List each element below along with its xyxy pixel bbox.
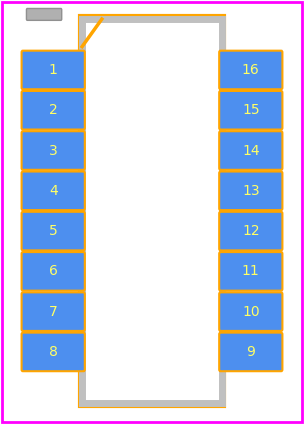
FancyBboxPatch shape [22, 332, 85, 371]
FancyBboxPatch shape [219, 50, 282, 89]
Text: 7: 7 [49, 304, 57, 319]
FancyBboxPatch shape [22, 91, 85, 129]
FancyBboxPatch shape [22, 50, 85, 89]
Text: 13: 13 [242, 184, 260, 198]
Text: 4: 4 [49, 184, 57, 198]
FancyBboxPatch shape [219, 91, 282, 129]
Bar [80, 16, 224, 406]
Text: 3: 3 [49, 143, 57, 158]
Text: 5: 5 [49, 224, 57, 238]
FancyBboxPatch shape [219, 252, 282, 291]
FancyBboxPatch shape [219, 131, 282, 170]
Text: 1: 1 [49, 63, 58, 77]
Text: 16: 16 [242, 63, 260, 77]
FancyBboxPatch shape [22, 293, 85, 331]
FancyBboxPatch shape [22, 252, 85, 291]
Bar [82, 19, 222, 403]
FancyBboxPatch shape [219, 332, 282, 371]
Text: 14: 14 [242, 143, 260, 158]
FancyBboxPatch shape [22, 212, 85, 250]
FancyBboxPatch shape [219, 212, 282, 250]
Text: 2: 2 [49, 103, 57, 117]
Text: 15: 15 [242, 103, 260, 117]
Text: 9: 9 [246, 345, 255, 359]
FancyBboxPatch shape [219, 171, 282, 210]
FancyBboxPatch shape [219, 293, 282, 331]
Text: 10: 10 [242, 304, 260, 319]
Text: 8: 8 [49, 345, 58, 359]
FancyBboxPatch shape [26, 8, 62, 20]
FancyBboxPatch shape [22, 131, 85, 170]
Text: 12: 12 [242, 224, 260, 238]
Text: 6: 6 [49, 264, 58, 279]
Text: 11: 11 [242, 264, 260, 279]
FancyBboxPatch shape [22, 171, 85, 210]
